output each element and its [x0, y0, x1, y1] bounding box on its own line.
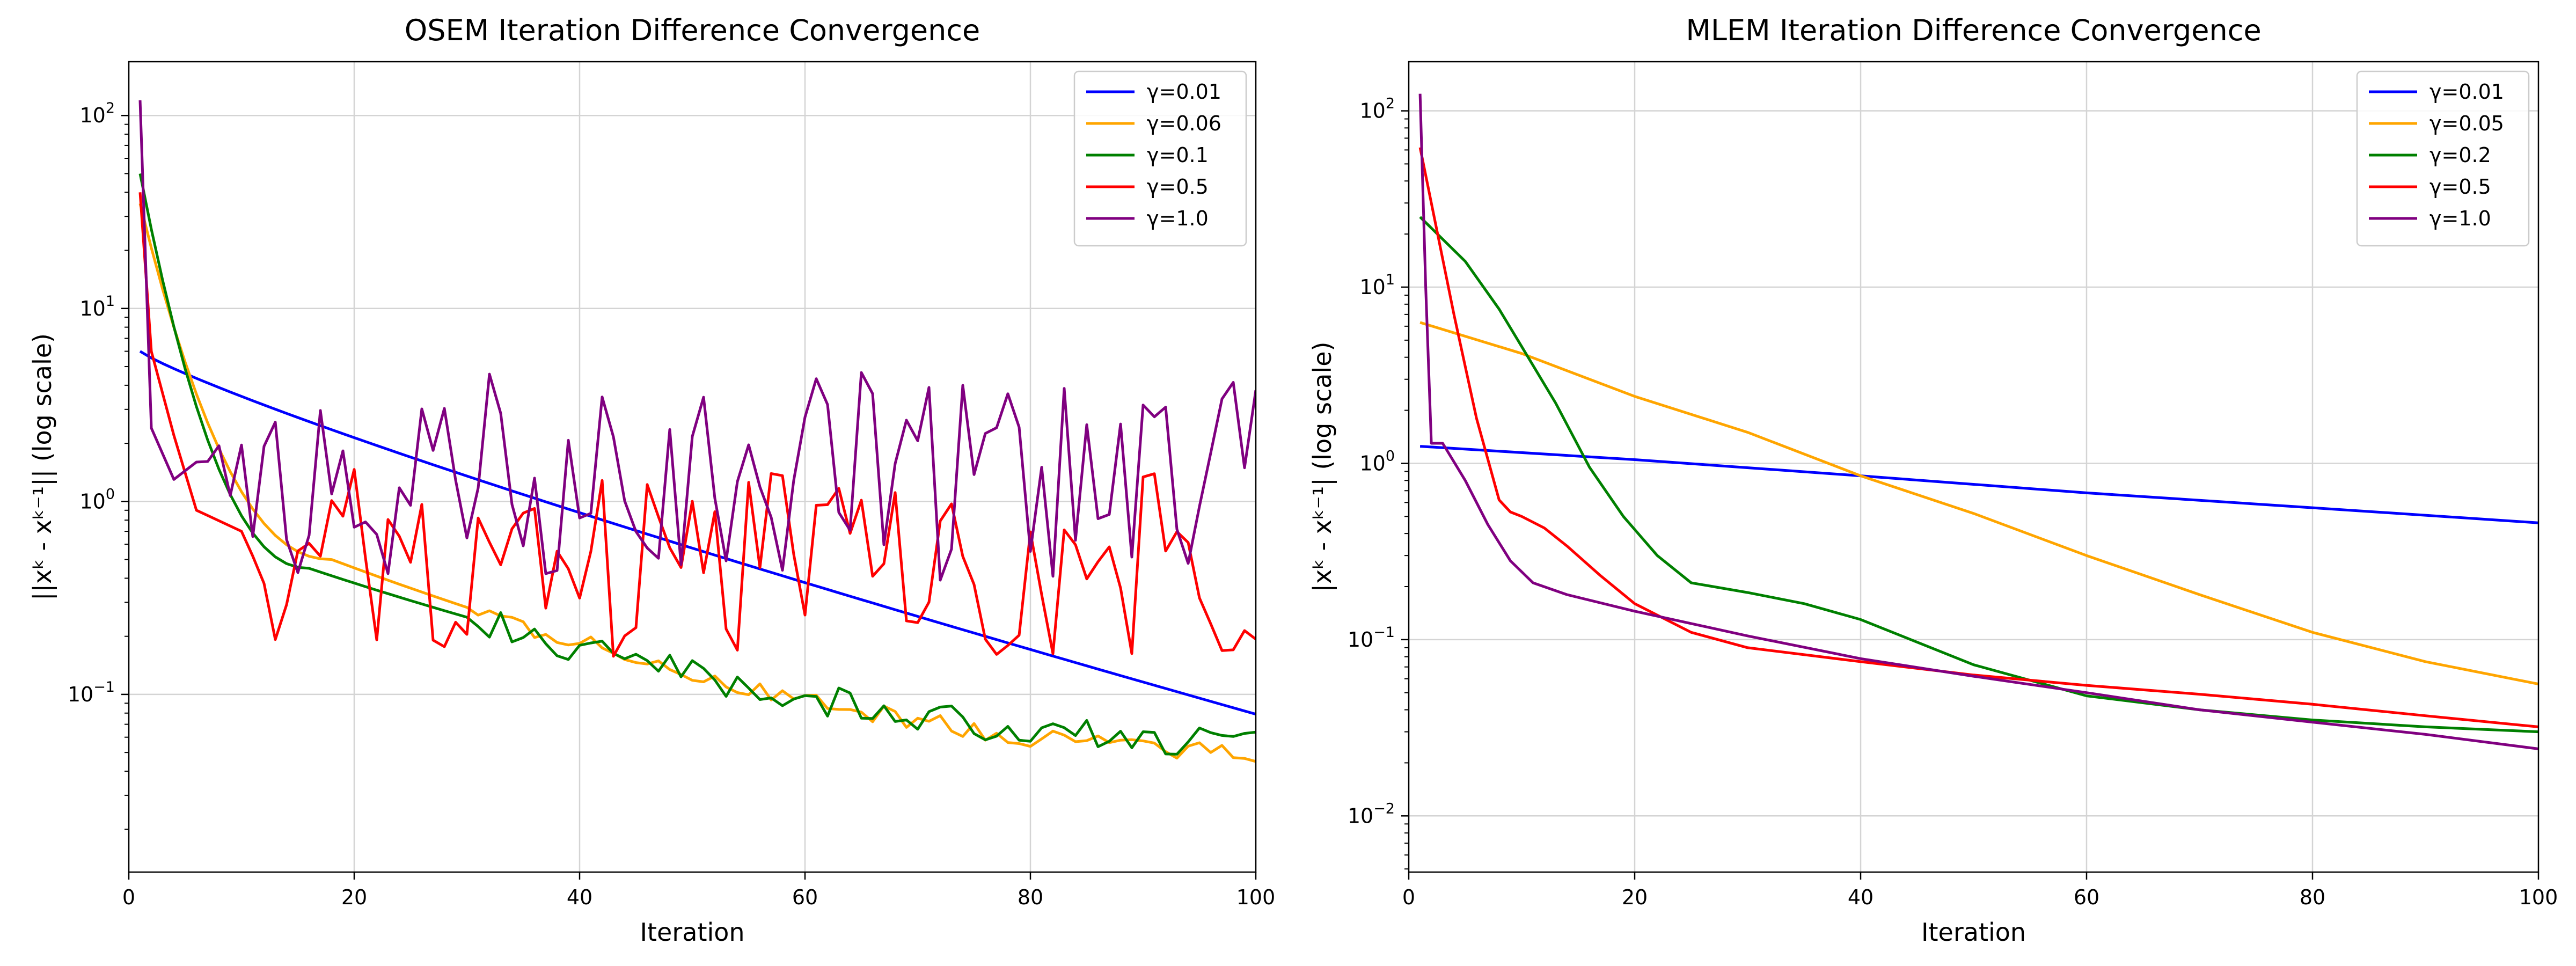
series-line	[1419, 445, 2538, 524]
y-axis-label: ||xᵏ - xᵏ⁻¹|| (log scale)	[28, 333, 57, 601]
series-line	[1419, 321, 2538, 686]
mlem-chart: MLEM Iteration Difference Convergence It…	[1308, 13, 2558, 947]
series-line	[138, 100, 1256, 582]
x-tick-label: 0	[122, 885, 135, 909]
series-line	[1419, 216, 2538, 734]
legend: γ=0.01 γ=0.06 γ=0.1 γ=0.5 γ=1.0	[1073, 70, 1247, 247]
chart-title: MLEM Iteration Difference Convergence	[1686, 13, 2261, 47]
legend-label: γ=0.01	[1147, 80, 1221, 104]
x-tick-label: 20	[1622, 885, 1648, 909]
legend: γ=0.01 γ=0.05 γ=0.2 γ=0.5 γ=1.0	[2356, 70, 2530, 247]
chart-title: OSEM Iteration Difference Convergence	[405, 13, 980, 47]
x-axis-label: Iteration	[640, 918, 744, 947]
y-tick-label: 100	[79, 486, 115, 513]
series-line	[138, 192, 1256, 658]
x-tick-label: 20	[341, 885, 367, 909]
plot-frame	[128, 61, 1257, 873]
series-line	[1418, 93, 2538, 750]
x-tick-label: 0	[1402, 885, 1415, 909]
x-tick-label: 100	[1236, 885, 1276, 909]
series-group	[1418, 93, 2538, 750]
legend-label: γ=1.0	[2429, 207, 2491, 230]
x-tick-label: 40	[1848, 885, 1874, 909]
series-group	[138, 100, 1256, 763]
x-tick-label: 80	[1018, 885, 1043, 909]
series-line	[138, 203, 1256, 763]
series-line	[1418, 147, 2538, 728]
x-tick-label: 60	[792, 885, 818, 909]
y-tick-label: 10−1	[1348, 624, 1395, 652]
legend-label: γ=0.05	[2429, 112, 2504, 135]
legend-label: γ=0.01	[2429, 80, 2504, 104]
legend-box	[2356, 70, 2530, 247]
legend-label: γ=0.5	[2429, 175, 2491, 199]
y-tick-label: 10−1	[68, 679, 115, 706]
osem-chart: OSEM Iteration Difference Convergence It…	[28, 13, 1275, 947]
x-tick-label: 80	[2300, 885, 2325, 909]
y-tick-label: 101	[79, 293, 115, 320]
series-line	[138, 173, 1256, 756]
y-tick-label: 100	[1359, 448, 1395, 475]
y-tick-label: 10−2	[1348, 800, 1395, 828]
x-tick-label: 60	[2074, 885, 2099, 909]
legend-label: γ=0.5	[1147, 175, 1209, 199]
x-axis-label: Iteration	[1921, 918, 2026, 947]
legend-label: γ=1.0	[1147, 207, 1209, 230]
y-tick-label: 102	[1359, 96, 1395, 123]
plot-frame	[1408, 61, 2540, 873]
x-tick-label: 40	[567, 885, 592, 909]
legend-label: γ=0.06	[1147, 112, 1221, 135]
y-tick-label: 101	[1359, 272, 1395, 299]
legend-box	[1073, 70, 1247, 247]
legend-label: γ=0.1	[1147, 143, 1209, 167]
series-line	[139, 350, 1256, 716]
legend-label: γ=0.2	[2429, 143, 2491, 167]
x-tick-label: 100	[2519, 885, 2558, 909]
y-axis-label: |xᵏ - xᵏ⁻¹| (log scale)	[1308, 342, 1337, 592]
y-tick-label: 102	[79, 100, 115, 127]
